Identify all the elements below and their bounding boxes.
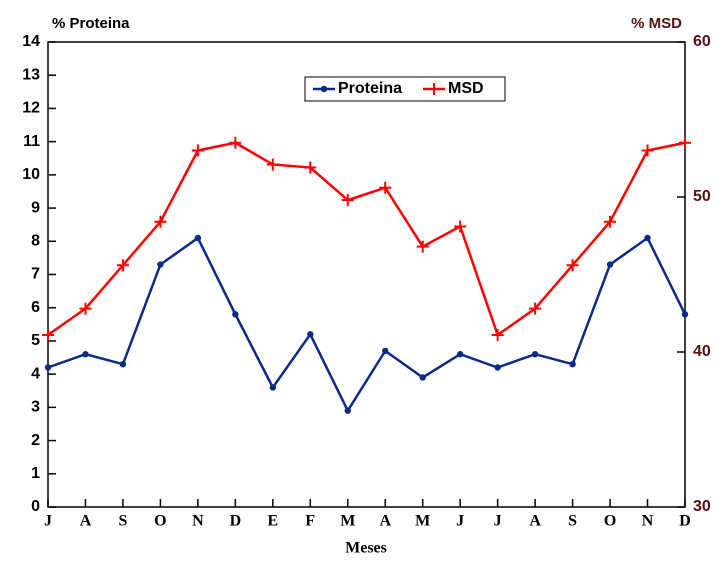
marker [42, 328, 54, 341]
legend-box [304, 76, 506, 102]
marker [269, 384, 277, 391]
marker [644, 234, 651, 242]
marker [194, 234, 202, 242]
marker [157, 261, 164, 268]
marker [116, 259, 129, 272]
x-tick-label: M [340, 513, 355, 530]
y-tick-label: 0 [31, 498, 40, 515]
x-tick-label: A [379, 513, 391, 530]
marker [379, 181, 392, 194]
x-tick-label: E [267, 513, 278, 530]
marker [641, 144, 654, 157]
marker [416, 240, 429, 253]
marker [569, 360, 576, 368]
y2-tick-label: 40 [693, 343, 711, 360]
marker [229, 136, 242, 149]
y-tick-label: 1 [31, 465, 40, 482]
marker [304, 161, 317, 174]
x-tick-label: N [642, 513, 654, 530]
marker [382, 347, 389, 355]
marker [79, 302, 92, 315]
y-tick-label: 3 [31, 399, 40, 416]
x-tick-label: O [604, 513, 616, 530]
x-tick-label: D [230, 513, 242, 530]
y-tick-label: 11 [23, 133, 40, 150]
marker [419, 374, 426, 381]
marker [82, 351, 89, 358]
x-tick-label: O [154, 513, 166, 530]
marker [679, 136, 691, 149]
marker [529, 302, 542, 315]
y2-tick-label: 30 [693, 498, 711, 515]
y-tick-label: 9 [31, 199, 40, 216]
y-tick-label: 2 [31, 432, 40, 449]
plot-frame [47, 41, 686, 508]
x-tick-label: F [305, 513, 315, 530]
marker [454, 220, 467, 233]
x-tick-label: A [80, 513, 92, 530]
y2-axis-label: % MSD [631, 15, 682, 32]
x-tick-label: S [568, 513, 577, 530]
y-tick-label: 13 [22, 66, 40, 83]
marker [307, 331, 314, 338]
legend-label: Proteina [338, 80, 402, 97]
y-tick-label: 5 [31, 332, 40, 349]
y-tick-label: 6 [31, 299, 40, 316]
series-line [47, 141, 686, 337]
x-axis-label: Meses [345, 540, 387, 557]
marker [191, 144, 204, 157]
x-tick-label: N [192, 513, 204, 530]
marker [681, 311, 689, 318]
marker [154, 215, 167, 228]
y-tick-label: 8 [31, 233, 40, 250]
marker [604, 215, 617, 228]
y-axis-label: % Proteina [52, 15, 130, 32]
x-tick-label: S [118, 513, 127, 530]
y-tick-label: 10 [22, 166, 40, 183]
marker [232, 311, 239, 318]
x-tick-label: J [44, 513, 52, 530]
marker [428, 83, 440, 95]
x-tick-label: J [456, 513, 464, 530]
y2-tick-label: 60 [693, 33, 711, 50]
marker [456, 351, 464, 358]
y-tick-label: 14 [22, 33, 40, 50]
y-tick-label: 4 [31, 365, 40, 382]
marker [44, 364, 52, 371]
marker [566, 259, 579, 272]
y2-tick-label: 50 [693, 188, 711, 205]
marker [341, 194, 354, 207]
x-tick-label: J [494, 513, 502, 530]
legend-label: MSD [448, 80, 484, 97]
x-tick-label: D [679, 513, 691, 530]
x-tick-label: M [415, 513, 430, 530]
y-tick-label: 7 [31, 266, 40, 283]
marker [344, 407, 351, 414]
marker [491, 328, 504, 341]
y-tick-label: 12 [22, 100, 40, 117]
marker [494, 364, 501, 371]
marker [119, 360, 127, 368]
marker [266, 158, 279, 171]
series-line [47, 236, 687, 414]
marker [531, 351, 539, 358]
x-tick-label: A [529, 513, 541, 530]
marker [606, 261, 614, 268]
marker [320, 85, 328, 93]
